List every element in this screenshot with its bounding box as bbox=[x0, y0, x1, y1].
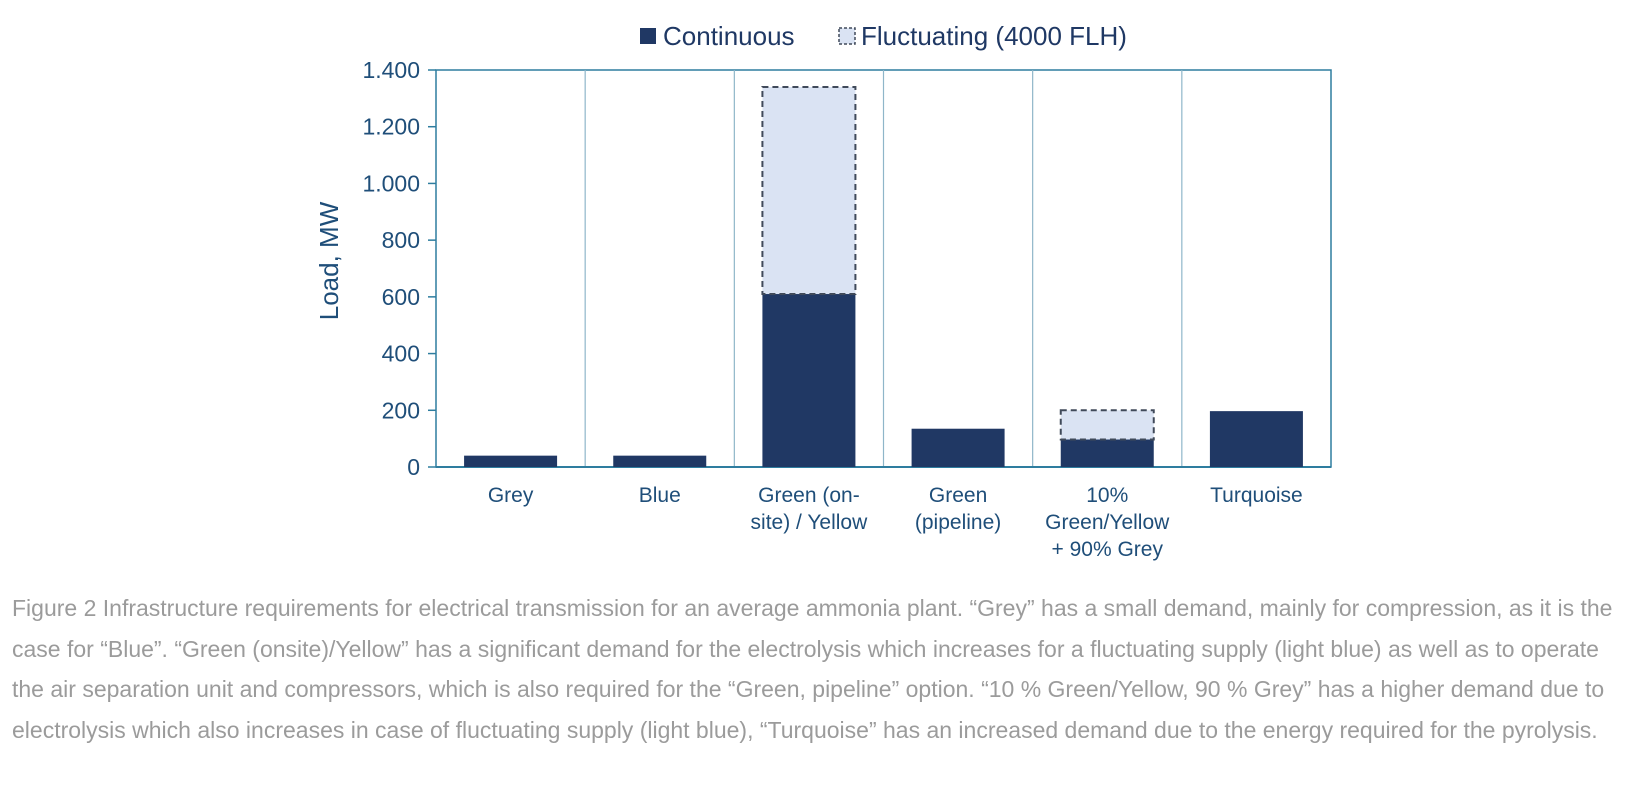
legend-swatch bbox=[640, 28, 656, 44]
bar-continuous bbox=[464, 455, 558, 467]
y-axis-ticks: 0 200 400 600 800 1.000 1.200 1.400 bbox=[362, 57, 436, 480]
x-category-label: Turquoise bbox=[1210, 484, 1303, 507]
x-category-label: (pipeline) bbox=[915, 511, 1001, 534]
y-axis-label: Load, MW bbox=[314, 201, 344, 320]
x-category-label: + 90% Grey bbox=[1052, 538, 1164, 561]
legend-label: Fluctuating (4000 FLH) bbox=[861, 21, 1127, 51]
bar-fluctuating bbox=[761, 86, 857, 296]
x-category-label: Green/Yellow bbox=[1045, 511, 1170, 534]
chart-bars bbox=[464, 86, 1303, 467]
x-category-label: 10% bbox=[1086, 484, 1128, 507]
chart-legend: Continuous Fluctuating (4000 FLH) bbox=[640, 21, 1127, 51]
chart-plot-area bbox=[435, 69, 1332, 468]
x-category-label: Grey bbox=[488, 484, 534, 507]
x-category-label: Green bbox=[929, 484, 987, 507]
y-tick-label: 600 bbox=[382, 284, 420, 310]
y-tick-label: 800 bbox=[382, 227, 420, 253]
legend-label: Continuous bbox=[663, 21, 795, 51]
x-category-label: Green (on- bbox=[758, 484, 860, 507]
y-tick-label: 0 bbox=[407, 454, 420, 480]
bar-fluctuating bbox=[1059, 409, 1155, 441]
x-category-label: Blue bbox=[639, 484, 681, 507]
legend-swatch bbox=[838, 27, 856, 45]
bar-chart: Continuous Fluctuating (4000 FLH) Load, M… bbox=[314, 21, 1332, 561]
bar-continuous bbox=[613, 455, 707, 467]
bar-continuous bbox=[911, 428, 1005, 467]
y-tick-label: 1.000 bbox=[362, 170, 420, 196]
figure-caption: Figure 2 Infrastructure requirements for… bbox=[12, 595, 1613, 743]
x-axis-labels: Grey Blue Green (on-site) / Yellow Green (pi… bbox=[488, 484, 1303, 561]
bar-continuous bbox=[762, 294, 856, 467]
bar-continuous bbox=[1209, 411, 1303, 467]
bar-continuous bbox=[1060, 439, 1154, 467]
y-tick-label: 200 bbox=[382, 397, 420, 423]
y-tick-label: 1.200 bbox=[362, 114, 420, 140]
x-category-label: site) / Yellow bbox=[751, 511, 869, 534]
y-tick-label: 400 bbox=[382, 341, 420, 367]
y-tick-label: 1.400 bbox=[362, 57, 420, 83]
